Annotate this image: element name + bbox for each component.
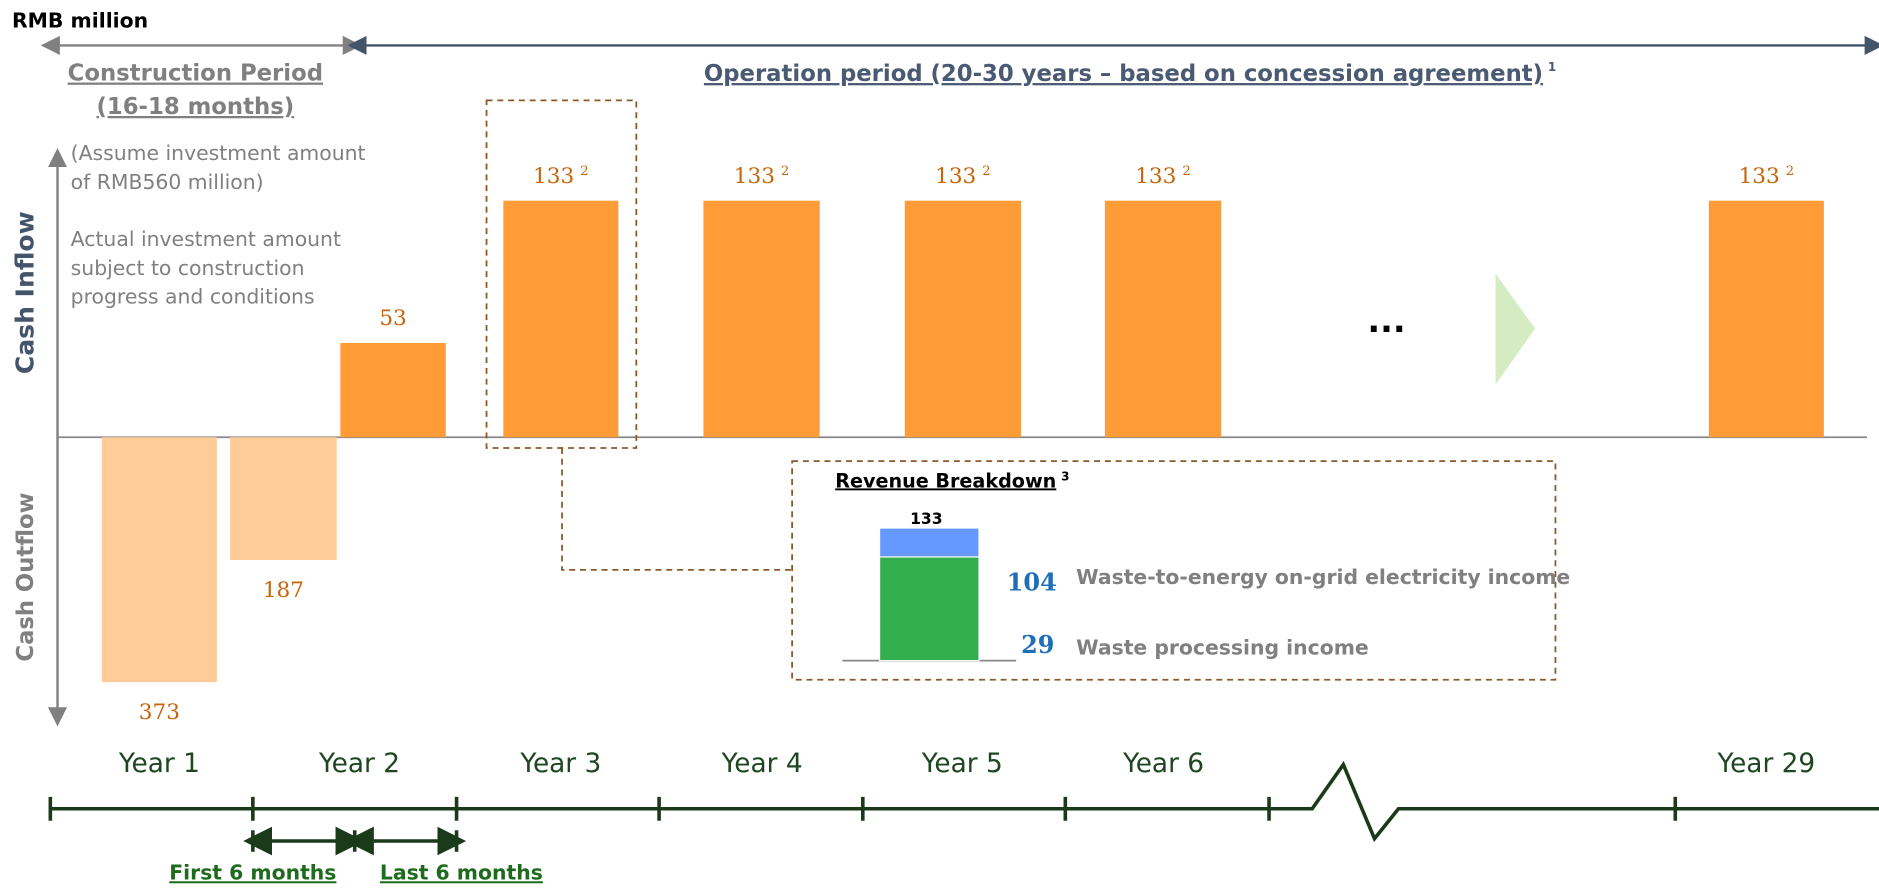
stack-segment — [878, 527, 980, 558]
value-label: 133 2 — [734, 163, 790, 188]
year-label: Year 3 — [519, 749, 601, 779]
note-line: subject to construction — [71, 256, 305, 280]
total-label: 133 — [910, 510, 943, 528]
bar — [1708, 200, 1824, 438]
note: (Assume investment amount of RMB560 mill… — [71, 141, 366, 308]
value-label: 53 — [379, 306, 406, 331]
year-label: Year 6 — [1122, 749, 1204, 779]
construction-subtitle: (16-18 months) — [96, 94, 294, 120]
year-label: Year 1 — [118, 749, 200, 779]
value-text: 133 — [533, 164, 574, 189]
value-text: 133 — [734, 164, 775, 189]
half-label: First 6 months — [169, 860, 336, 884]
bar — [340, 342, 446, 438]
bar — [904, 200, 1021, 438]
breakdown-title: Revenue Breakdown 3 — [835, 469, 1069, 492]
footnote: 2 — [982, 163, 990, 178]
value-label: 187 — [263, 578, 304, 603]
value-label: 133 2 — [1135, 163, 1191, 188]
breakdown-box — [791, 460, 1557, 681]
note-line: Actual investment amount — [71, 227, 341, 251]
bar — [1104, 200, 1222, 438]
value-text: 133 — [1739, 164, 1780, 189]
year-label: Year 5 — [921, 749, 1003, 779]
bar — [101, 437, 217, 683]
half-label: Last 6 months — [380, 860, 543, 884]
inflow-label: Cash Inflow — [10, 211, 39, 374]
year-label: Year 29 — [1716, 749, 1815, 779]
segment-value: 104 — [1007, 569, 1057, 597]
segment-name: Waste processing income — [1076, 636, 1369, 660]
outflow-label: Cash Outflow — [13, 492, 39, 661]
year-label: Year 4 — [721, 749, 803, 779]
value-label: 133 2 — [935, 163, 991, 188]
footnote: 2 — [1182, 163, 1190, 178]
year-label: Year 2 — [318, 749, 400, 779]
connector — [561, 447, 793, 571]
footnote: 2 — [781, 163, 789, 178]
footnote: 2 — [580, 163, 588, 178]
footnote: 3 — [1061, 469, 1069, 483]
operation-title: Operation period (20-30 years – based on… — [704, 59, 1556, 86]
value-text: 133 — [1135, 164, 1176, 189]
operation-title-text: Operation period (20-30 years – based on… — [704, 61, 1543, 87]
ellipsis: ... — [1367, 301, 1405, 340]
value-text: 133 — [935, 164, 976, 189]
stack-segment — [878, 556, 980, 662]
bar — [703, 200, 820, 438]
value-text: 53 — [379, 306, 406, 331]
value-label: 133 2 — [1739, 163, 1795, 188]
breakdown-title-text: Revenue Breakdown — [835, 469, 1056, 492]
value-label: 133 2 — [533, 163, 589, 188]
footnote: 2 — [1786, 163, 1794, 178]
bar — [230, 437, 337, 561]
value-label: 373 — [139, 700, 180, 725]
continue-arrow — [1495, 273, 1536, 385]
unit-label: RMB million — [12, 9, 148, 33]
value-text: 187 — [263, 578, 304, 603]
footnote: 1 — [1548, 59, 1556, 73]
segment-value: 29 — [1021, 631, 1054, 659]
bar — [503, 200, 619, 438]
segment-name: Waste-to-energy on-grid electricity inco… — [1076, 565, 1570, 589]
value-text: 373 — [139, 700, 180, 725]
note-line: progress and conditions — [71, 284, 315, 308]
note-line: of RMB560 million) — [71, 170, 264, 194]
construction-title: Construction Period — [68, 61, 323, 87]
note-line: (Assume investment amount — [71, 141, 366, 165]
